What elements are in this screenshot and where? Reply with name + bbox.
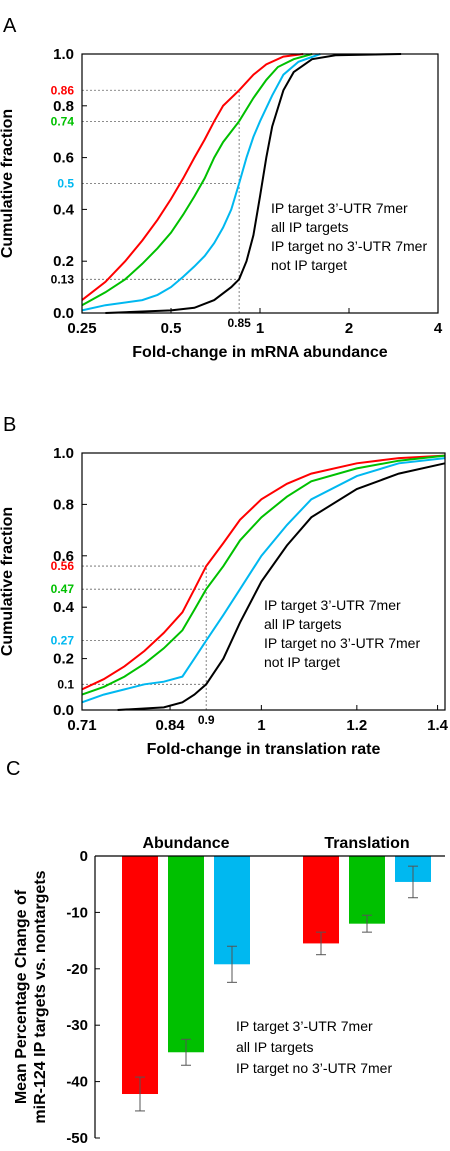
y-marker-label: 0.47 (51, 582, 75, 596)
y-marker-label: 0.56 (51, 559, 75, 573)
cdf-curve-cyan (81, 457, 446, 704)
y-tick-label: 0.4 (53, 599, 75, 616)
y-marker-label: 0.1 (57, 677, 74, 691)
legend-entry: IP target 3’-UTR 7mer (271, 200, 408, 216)
panel-label: C (6, 758, 20, 780)
x-marker-label: 0.85 (227, 316, 251, 330)
y-tick-label: 0.8 (53, 98, 74, 115)
x-marker-label: 0.9 (198, 713, 215, 727)
y-tick-label: -40 (66, 1074, 88, 1091)
y-tick-label: -20 (66, 961, 88, 978)
bar-red (122, 856, 158, 1095)
y-tick-label: -30 (66, 1017, 88, 1034)
x-tick-label: 2 (345, 320, 353, 337)
plot-frame (81, 452, 446, 711)
y-axis-title-line2: miR-124 IP targets vs. nontargets (32, 870, 49, 1123)
x-tick-label: 0.71 (67, 717, 96, 734)
y-tick-label: 0.2 (53, 651, 74, 668)
x-tick-label: 4 (434, 320, 443, 337)
legend-entry: IP target no 3’-UTR 7mer (271, 238, 427, 254)
y-marker-label: 0.74 (51, 114, 75, 128)
legend-entry: all IP targets (264, 616, 342, 632)
y-axis-title-line1: Mean Percentage Change of (13, 889, 30, 1104)
y-tick-label: -10 (66, 904, 88, 921)
legend-entry: all IP targets (236, 1039, 314, 1055)
y-tick-label: 0.0 (53, 702, 74, 719)
category-label: Abundance (142, 835, 229, 852)
cdf-curve-cyan (81, 53, 321, 312)
panel-c: C Abundance Translation 0 -10 -20 -30 -40 -50 Mea… (6, 758, 445, 1147)
cdf-curve-green (81, 454, 446, 696)
y-tick-label: 0.4 (53, 201, 75, 218)
legend-entry: IP target no 3’-UTR 7mer (236, 1060, 392, 1076)
x-tick-label: 1.4 (427, 717, 449, 734)
x-tick-label: 1 (257, 717, 265, 734)
cdf-curve-black (105, 53, 402, 314)
y-marker-label: 0.5 (57, 177, 74, 191)
x-tick-label: 1 (256, 320, 264, 337)
category-label: Translation (324, 835, 409, 852)
y-axis-title: Cumulative fraction (0, 109, 16, 258)
y-tick-label: -50 (66, 1130, 88, 1147)
legend-entry: IP target 3’-UTR 7mer (264, 597, 401, 613)
panel-a: A 0.0 0.2 0.4 0.6 0.8 1.0 0.25 0.5 1 2 4 0.86 0.74 0.5… (0, 15, 443, 361)
legend-entry: not IP target (264, 654, 340, 670)
y-tick-label: 0.0 (53, 305, 74, 322)
y-tick-label: 0 (80, 848, 88, 865)
legend-entry: all IP targets (271, 219, 349, 235)
panel-label: A (3, 15, 17, 37)
y-tick-label: 0.8 (53, 496, 74, 513)
y-tick-label: 0.6 (53, 150, 74, 167)
y-marker-label: 0.27 (51, 634, 75, 648)
bar-red (303, 856, 339, 944)
y-marker-label: 0.13 (51, 272, 75, 286)
x-tick-label: 0.84 (155, 717, 185, 734)
x-tick-label: 1.2 (346, 717, 367, 734)
bar-green (349, 856, 385, 924)
x-axis-title: Fold-change in translation rate (147, 741, 381, 758)
y-tick-label: 0.6 (53, 548, 74, 565)
bar-green (168, 856, 204, 1053)
cdf-curve-black (117, 462, 446, 711)
y-axis-title: Cumulative fraction (0, 507, 16, 656)
panel-b: B 0.0 0.2 0.4 0.6 0.8 1.0 0.71 0.84 1 1.2 1.4 0.56 0.… (0, 414, 449, 758)
y-tick-label: 1.0 (53, 46, 74, 63)
cdf-curve-red (81, 53, 304, 301)
y-tick-label: 1.0 (53, 445, 74, 462)
panel-label: B (3, 414, 16, 436)
legend-entry: IP target no 3’-UTR 7mer (264, 635, 420, 651)
legend-entry: IP target 3’-UTR 7mer (236, 1018, 373, 1034)
x-axis-title: Fold-change in mRNA abundance (132, 344, 388, 361)
y-tick-label: 0.2 (53, 253, 74, 270)
cdf-curve-red (81, 454, 446, 691)
x-tick-label: 0.5 (161, 320, 182, 337)
legend-entry: not IP target (271, 257, 347, 273)
cdf-curve-green (81, 53, 313, 307)
y-marker-label: 0.86 (51, 83, 75, 97)
x-tick-label: 0.25 (67, 320, 96, 337)
